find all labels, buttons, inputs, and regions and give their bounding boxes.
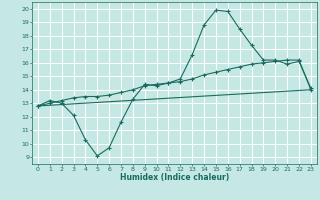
- X-axis label: Humidex (Indice chaleur): Humidex (Indice chaleur): [120, 173, 229, 182]
